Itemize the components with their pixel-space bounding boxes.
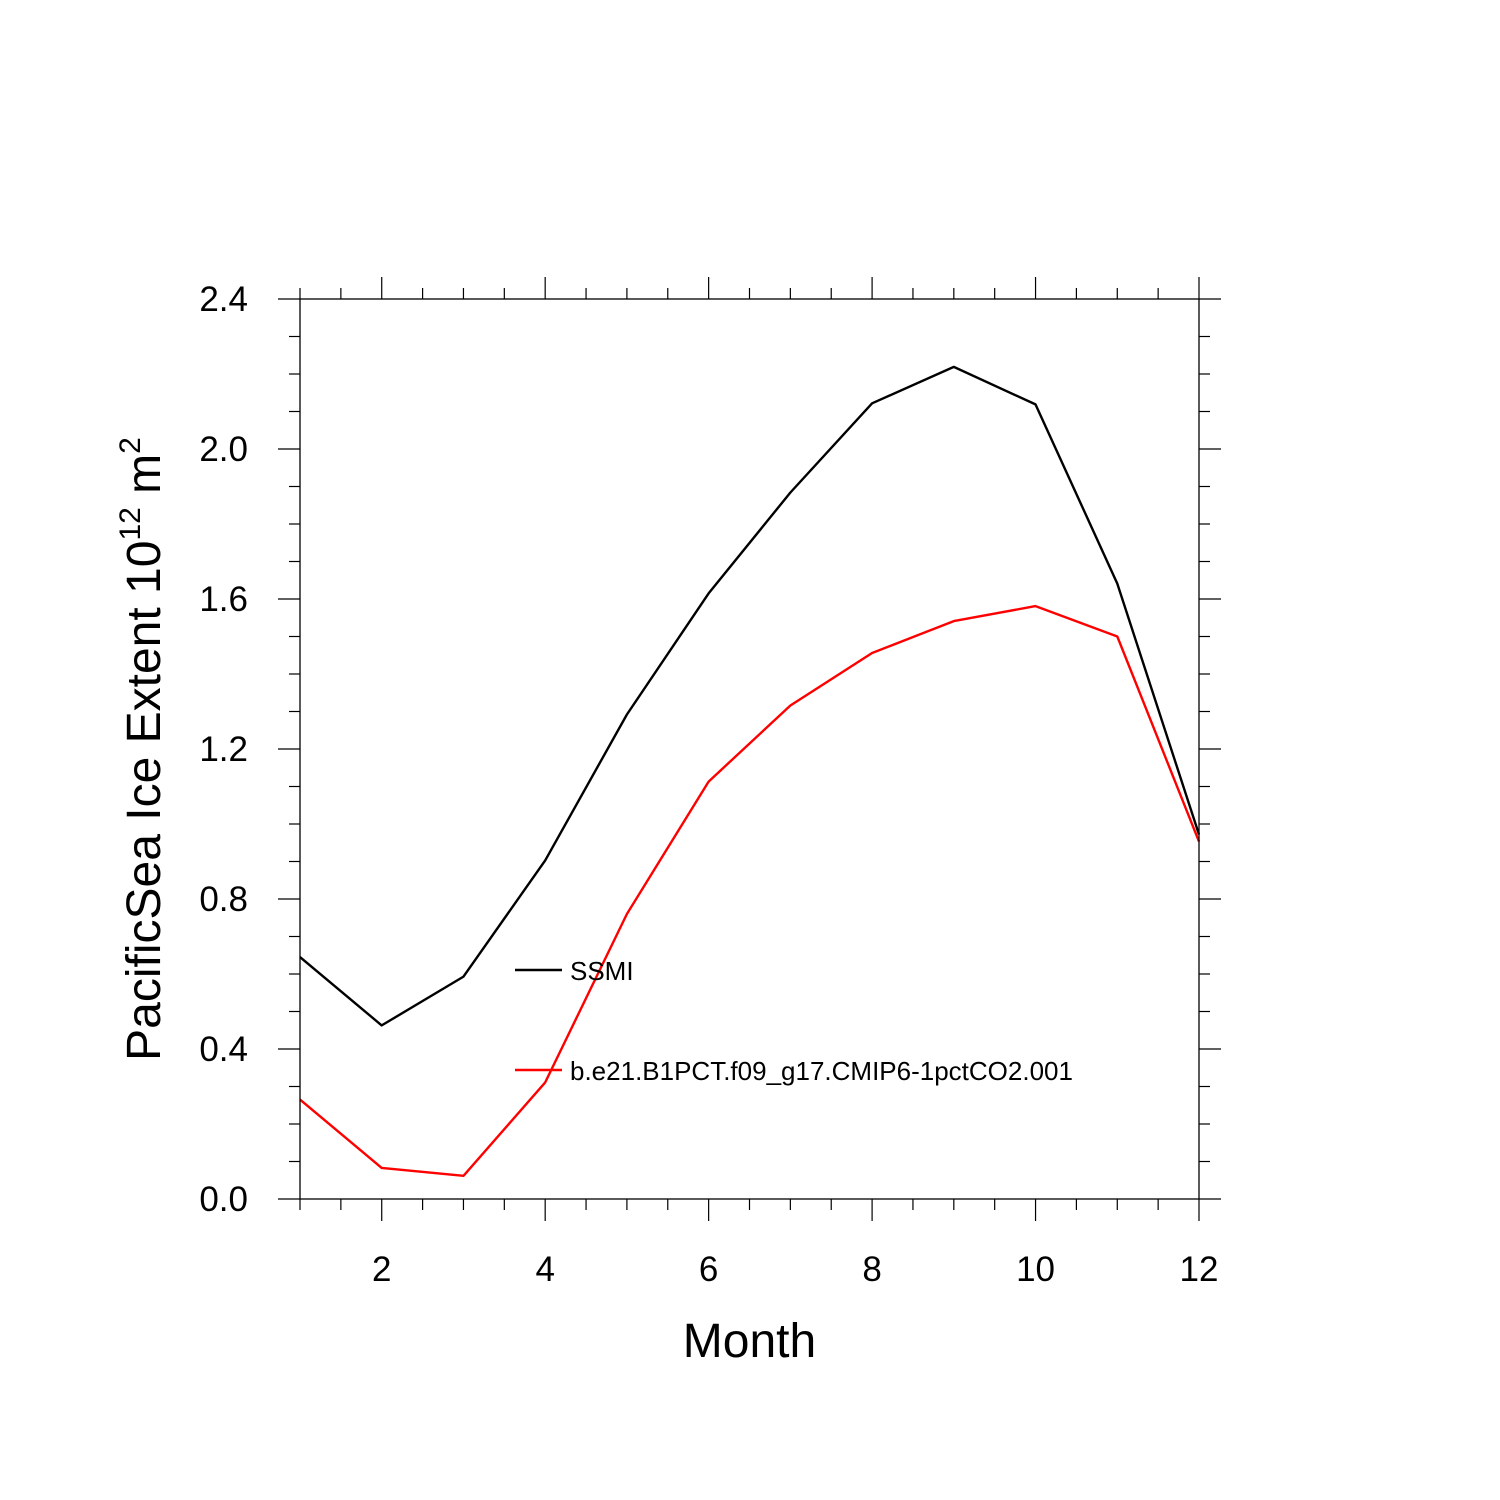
y-tick-label: 2.0 (199, 430, 248, 469)
y-tick-label: 0.4 (199, 1030, 248, 1069)
series-line-1 (299, 365, 1201, 1027)
legend: SSMI b.e21.B1PCT.f09_g17.CMIP6-1pctCO2.00… (515, 956, 1073, 1086)
x-tick-label: 6 (699, 1250, 718, 1289)
y-tick-label: 1.6 (199, 580, 248, 619)
y-axis-title-unit: m (118, 454, 171, 507)
plot-frame (299, 298, 1200, 1200)
legend-label-2: b.e21.B1PCT.f09_g17.CMIP6-1pctCO2.001 (570, 1056, 1073, 1086)
tick-labels: 2 4 6 8 10 12 0.0 0.4 0.8 1.2 1.6 2.0 2.4 (199, 280, 1218, 1289)
x-tick-label: 4 (535, 1250, 554, 1289)
y-tick-label: 1.2 (199, 730, 248, 769)
series-line-2 (299, 604, 1201, 1178)
legend-label-1: SSMI (570, 956, 634, 986)
y-tick-label: 0.0 (199, 1180, 248, 1219)
x-tick-label: 8 (862, 1250, 881, 1289)
x-axis-title: Month (683, 1315, 816, 1368)
y-axis-title-exponent-2: 2 (114, 437, 147, 454)
y-axis-title: PacificSea Ice Extent 1012 m2 (114, 437, 171, 1061)
axis-ticks (278, 277, 1221, 1221)
x-tick-label: 12 (1180, 1250, 1219, 1289)
x-tick-label: 10 (1016, 1250, 1055, 1289)
y-tick-label: 2.4 (199, 280, 248, 319)
y-tick-label: 0.8 (199, 880, 248, 919)
y-axis-title-exponent-1: 12 (114, 507, 147, 540)
y-axis-title-main: PacificSea Ice Extent 10 (118, 541, 171, 1061)
series-layer (299, 365, 1201, 1178)
x-tick-label: 2 (372, 1250, 391, 1289)
